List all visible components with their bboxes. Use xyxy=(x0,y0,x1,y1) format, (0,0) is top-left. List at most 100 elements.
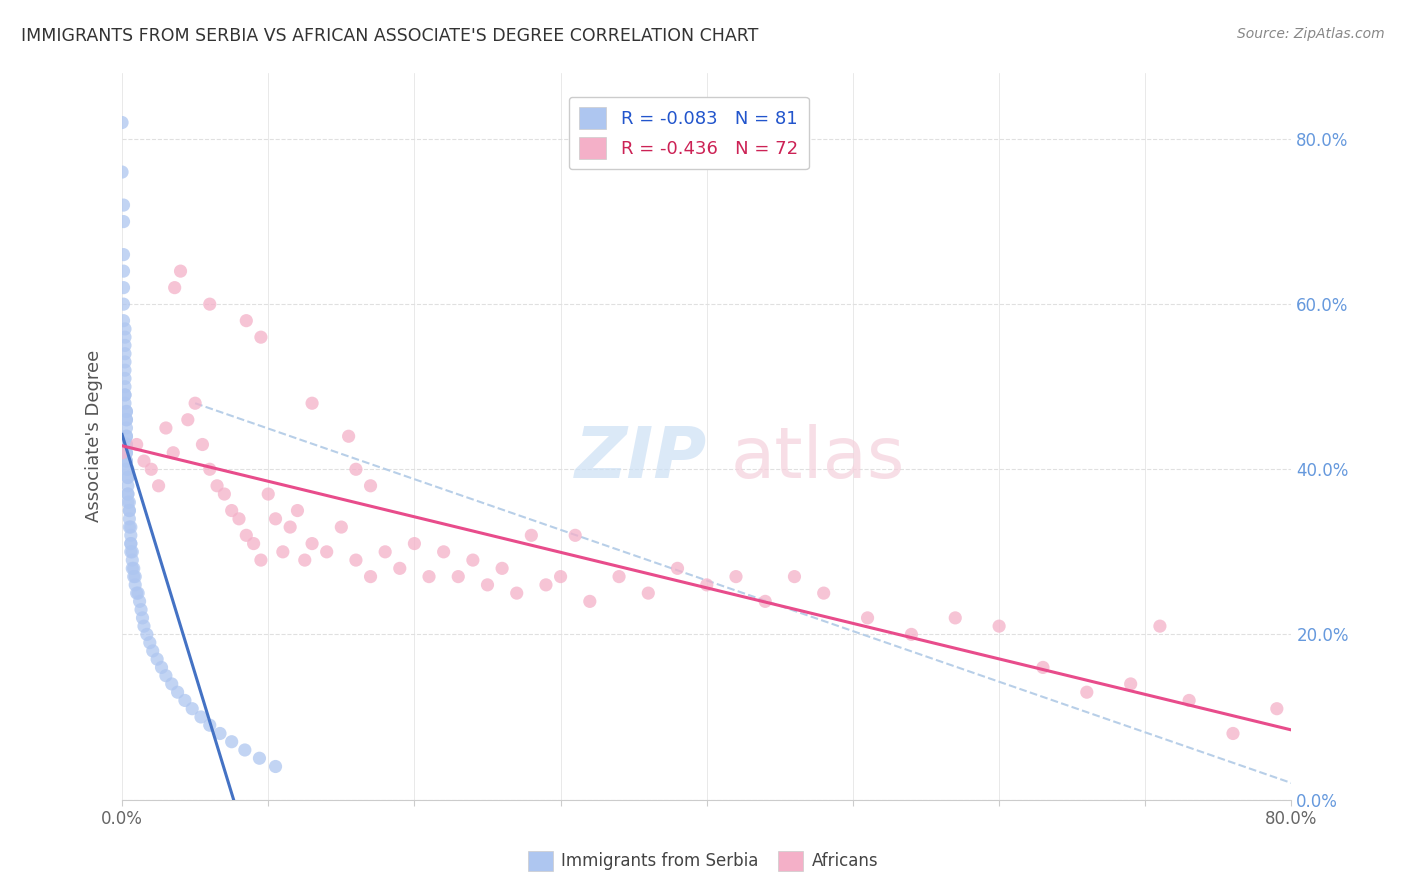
Point xyxy=(235,528,257,542)
Point xyxy=(666,561,689,575)
Point xyxy=(166,685,188,699)
Point xyxy=(783,569,806,583)
Point xyxy=(115,429,138,443)
Point xyxy=(491,561,513,575)
Point xyxy=(115,454,138,468)
Point xyxy=(115,454,138,468)
Point xyxy=(114,363,136,377)
Text: ZIP: ZIP xyxy=(575,424,707,492)
Point xyxy=(242,536,264,550)
Point xyxy=(122,569,145,583)
Point xyxy=(122,561,145,575)
Point xyxy=(146,652,169,666)
Text: IMMIGRANTS FROM SERBIA VS AFRICAN ASSOCIATE'S DEGREE CORRELATION CHART: IMMIGRANTS FROM SERBIA VS AFRICAN ASSOCI… xyxy=(21,27,758,45)
Point xyxy=(235,313,257,327)
Point xyxy=(344,553,367,567)
Point xyxy=(131,611,153,625)
Point xyxy=(120,545,142,559)
Point xyxy=(447,569,470,583)
Point xyxy=(150,660,173,674)
Point xyxy=(337,429,360,443)
Point xyxy=(155,421,177,435)
Point xyxy=(724,569,747,583)
Point xyxy=(148,479,170,493)
Point xyxy=(221,503,243,517)
Point xyxy=(117,462,139,476)
Point xyxy=(360,479,382,493)
Point xyxy=(564,528,586,542)
Point xyxy=(125,586,148,600)
Point xyxy=(117,487,139,501)
Point xyxy=(1119,677,1142,691)
Point xyxy=(264,759,287,773)
Point xyxy=(120,536,142,550)
Point xyxy=(115,446,138,460)
Point xyxy=(177,413,200,427)
Text: atlas: atlas xyxy=(730,424,904,492)
Point xyxy=(607,569,630,583)
Point xyxy=(330,520,353,534)
Point xyxy=(198,462,221,476)
Point xyxy=(228,512,250,526)
Point xyxy=(111,446,134,460)
Point xyxy=(287,503,309,517)
Point xyxy=(117,470,139,484)
Point xyxy=(114,355,136,369)
Point xyxy=(301,396,323,410)
Point xyxy=(127,586,149,600)
Point xyxy=(163,280,186,294)
Point xyxy=(118,503,141,517)
Point xyxy=(1076,685,1098,699)
Point xyxy=(520,528,543,542)
Point xyxy=(121,545,143,559)
Point xyxy=(117,495,139,509)
Point xyxy=(115,437,138,451)
Point xyxy=(943,611,966,625)
Point xyxy=(264,512,287,526)
Point xyxy=(184,396,207,410)
Point xyxy=(120,536,142,550)
Point xyxy=(169,264,191,278)
Point xyxy=(121,553,143,567)
Point xyxy=(249,751,271,765)
Point xyxy=(754,594,776,608)
Point xyxy=(418,569,440,583)
Point xyxy=(190,710,212,724)
Point xyxy=(124,578,146,592)
Point xyxy=(198,297,221,311)
Point xyxy=(1178,693,1201,707)
Point xyxy=(114,330,136,344)
Point xyxy=(111,115,134,129)
Point xyxy=(278,520,301,534)
Point xyxy=(118,495,141,509)
Point xyxy=(271,545,294,559)
Point xyxy=(112,264,135,278)
Point xyxy=(181,702,204,716)
Point xyxy=(117,470,139,484)
Point xyxy=(115,404,138,418)
Point xyxy=(114,396,136,410)
Point xyxy=(115,462,138,476)
Point xyxy=(191,437,214,451)
Point xyxy=(112,214,135,228)
Point xyxy=(129,602,152,616)
Point xyxy=(114,371,136,385)
Point xyxy=(250,330,273,344)
Point xyxy=(360,569,382,583)
Point xyxy=(988,619,1011,633)
Point xyxy=(114,380,136,394)
Point xyxy=(534,578,557,592)
Point xyxy=(114,347,136,361)
Point xyxy=(208,726,231,740)
Y-axis label: Associate's Degree: Associate's Degree xyxy=(86,351,103,523)
Point xyxy=(1222,726,1244,740)
Point xyxy=(132,619,155,633)
Point xyxy=(856,611,879,625)
Text: Source: ZipAtlas.com: Source: ZipAtlas.com xyxy=(1237,27,1385,41)
Point xyxy=(205,479,228,493)
Point xyxy=(112,198,135,212)
Point xyxy=(114,388,136,402)
Point xyxy=(115,429,138,443)
Point xyxy=(155,668,177,682)
Point xyxy=(114,388,136,402)
